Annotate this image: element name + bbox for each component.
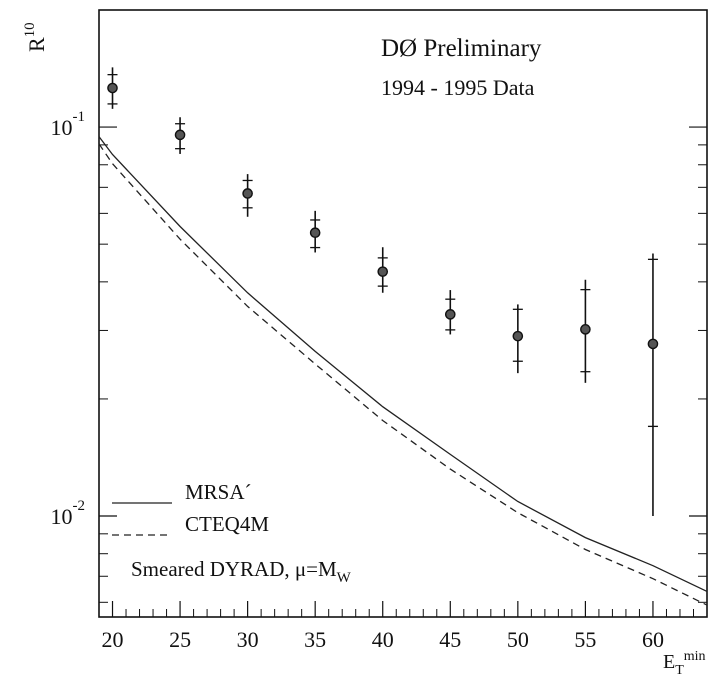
data-point — [512, 304, 524, 374]
x-tick-label: 60 — [642, 627, 664, 652]
y-axis-label-main: R — [24, 37, 49, 52]
y-tick-label-exp: -1 — [73, 109, 86, 125]
y-tick-label-base: 10 — [51, 504, 73, 529]
legend-note-main: Smeared DYRAD, μ=M — [131, 557, 337, 581]
y-tick-label-base: 10 — [51, 115, 73, 140]
y-tick-label-exp: -2 — [73, 498, 86, 514]
legend-label: CTEQ4M — [185, 512, 269, 536]
legend-note: Smeared DYRAD, μ=MW — [131, 557, 352, 586]
mrsa-curve — [98, 136, 708, 592]
y-tick-label: 10-2 — [51, 498, 86, 529]
data-point — [580, 279, 591, 383]
data-points — [107, 67, 659, 517]
y-axis-label: R10 — [22, 22, 49, 52]
data-point — [377, 247, 389, 293]
x-tick-labels: 20 25 30 35 40 45 50 55 60 — [102, 627, 664, 652]
x-tick-label: 25 — [169, 627, 191, 652]
chart-title: DØ Preliminary — [381, 35, 542, 62]
data-marker — [377, 266, 389, 277]
x-axis-label-sup: min — [684, 649, 706, 664]
data-marker — [174, 129, 186, 141]
data-marker — [512, 330, 524, 342]
data-marker — [309, 227, 321, 239]
data-point — [309, 210, 321, 253]
x-axis-label-sub: T — [675, 663, 684, 674]
data-point — [444, 290, 456, 335]
minor-ticks — [98, 9, 708, 617]
chart-subtitle: 1994 - 1995 Data — [381, 75, 535, 100]
data-marker — [242, 188, 253, 199]
x-tick-label: 45 — [439, 627, 461, 652]
theory-curves — [98, 136, 708, 606]
data-marker — [444, 309, 456, 320]
y-tick-label: 10-1 — [51, 109, 86, 140]
x-tick-label: 35 — [304, 627, 326, 652]
data-marker — [107, 82, 118, 94]
x-axis-label-main: E — [663, 651, 675, 673]
x-tick-label: 30 — [237, 627, 259, 652]
y-tick-labels: 10-110-2 — [51, 109, 86, 529]
cteq4m-curve — [98, 143, 708, 606]
legend: MRSA´ CTEQ4M Smeared DYRAD, μ=MW — [112, 480, 352, 586]
x-tick-label: 20 — [102, 627, 124, 652]
data-point — [107, 67, 118, 109]
data-point — [242, 174, 253, 217]
legend-note-sub: W — [337, 570, 352, 586]
data-marker — [647, 338, 659, 350]
y-axis-label-sup: 10 — [22, 22, 38, 37]
plot-frame — [98, 9, 708, 618]
x-tick-label: 50 — [507, 627, 529, 652]
x-tick-label: 40 — [372, 627, 394, 652]
data-marker — [580, 324, 591, 335]
legend-label: MRSA´ — [185, 480, 252, 504]
x-axis-label: ETmin — [663, 649, 706, 674]
data-point — [174, 117, 186, 154]
x-tick-label: 55 — [574, 627, 596, 652]
major-ticks — [99, 126, 707, 617]
data-point — [647, 253, 659, 517]
